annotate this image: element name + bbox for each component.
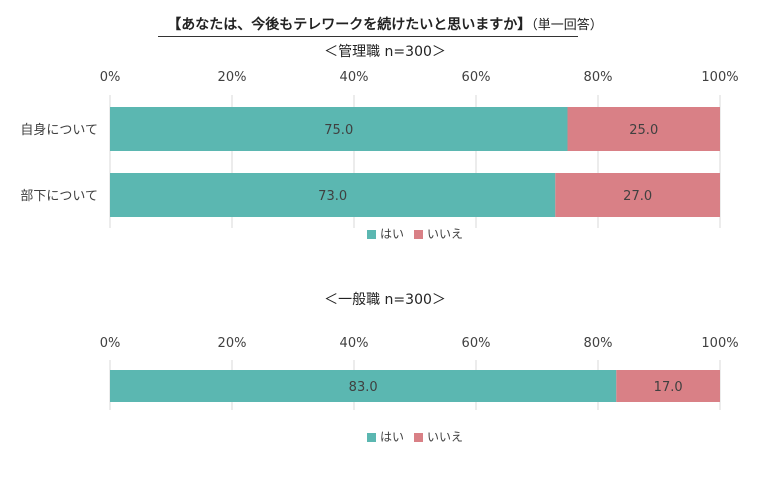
chart-2-legend-label: はい: [380, 430, 404, 444]
chart-1-legend-swatch: [414, 230, 423, 239]
chart-2-title: ＜一般職 n=300＞: [324, 292, 446, 308]
chart-2-tick-label: 100%: [701, 336, 738, 351]
chart-2-data-label: 83.0: [349, 380, 378, 395]
chart-1-title: ＜管理職 n=300＞: [324, 44, 446, 60]
chart-1-category-label: 部下について: [20, 189, 98, 204]
title-underline: [158, 36, 578, 37]
chart-1-tick-label: 0%: [100, 70, 121, 85]
chart-2-data-label: 17.0: [654, 380, 683, 395]
chart-2-legend-swatch: [367, 433, 376, 442]
chart-1-tick-label: 100%: [701, 70, 738, 85]
chart-2-tick-label: 60%: [462, 336, 491, 351]
chart-2-bar-no: [616, 370, 720, 402]
chart-2-legend-swatch: [414, 433, 423, 442]
chart-1-data-label: 73.0: [318, 189, 347, 204]
chart-2-tick-label: 40%: [340, 336, 369, 351]
chart-1-bar-yes: [110, 173, 556, 217]
chart-1-data-label: 27.0: [623, 189, 652, 204]
chart-1-bar-no: [555, 173, 720, 217]
chart-2-legend-label: いいえ: [427, 430, 463, 444]
chart-1-category-label: 自身について: [20, 122, 98, 138]
chart-2-bar-yes: [110, 370, 617, 402]
chart-1-tick-label: 40%: [340, 70, 369, 85]
chart-1-legend-label: はい: [380, 227, 404, 241]
chart-1-tick-label: 80%: [584, 70, 613, 85]
chart-1-tick-label: 20%: [218, 70, 247, 85]
chart-2-tick-label: 20%: [218, 336, 247, 351]
chart-1-data-label: 25.0: [629, 123, 658, 138]
chart-1-legend-swatch: [367, 230, 376, 239]
chart-2-tick-label: 80%: [584, 336, 613, 351]
title-sub: （単一回答）: [531, 18, 603, 33]
chart-1-data-label: 75.0: [324, 123, 353, 138]
chart-1-legend-label: いいえ: [427, 227, 463, 241]
figure-title: 【あなたは、今後もテレワークを続けたいと思いますか】（単一回答）: [0, 14, 770, 34]
chart-2-tick-label: 0%: [100, 336, 121, 351]
chart-1-bar-no: [567, 107, 720, 151]
chart-1-bar-yes: [110, 107, 568, 151]
chart-1-tick-label: 60%: [462, 70, 491, 85]
title-main: 【あなたは、今後もテレワークを続けたいと思いますか】: [167, 17, 532, 33]
